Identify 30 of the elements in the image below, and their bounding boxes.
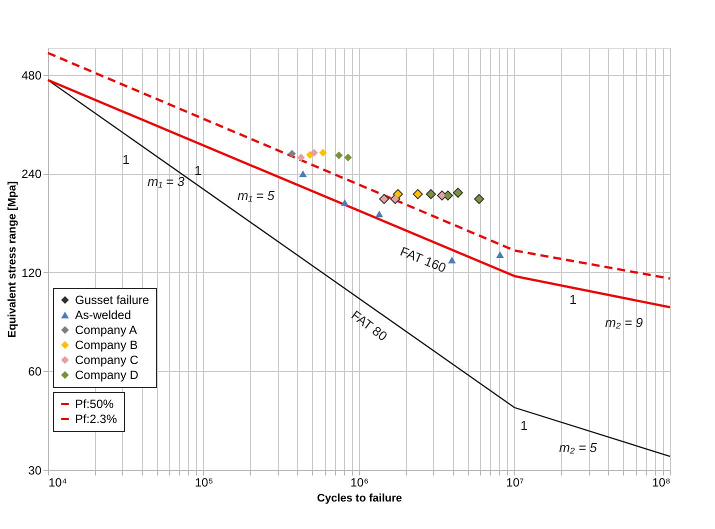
annotation: m₂ = 9 (605, 315, 643, 330)
y-tick-label: 240 (21, 167, 42, 182)
x-tick-label: 10⁵ (194, 476, 214, 490)
x-tick-label: 10⁶ (350, 476, 369, 490)
y-axis-title: Equivalent stress range [Mpa] (6, 180, 18, 338)
annotation: 1 (194, 163, 202, 178)
y-tick-label: 30 (28, 464, 42, 478)
annotation: 1 (569, 292, 577, 307)
y-tick-label: 480 (21, 68, 42, 82)
y-tick-label: 120 (21, 266, 42, 280)
annotation: FAT 160 (398, 244, 448, 276)
y-tick-label: 60 (28, 364, 42, 379)
x-axis-title: Cycles to failure (317, 492, 402, 504)
x-tick-label: 10⁷ (506, 476, 524, 490)
legend-label: Company D (75, 368, 139, 382)
annotation: 1 (520, 418, 528, 433)
legend-label: Company B (75, 338, 138, 352)
legend-label: As-welded (75, 308, 132, 322)
annotation: m₁ = 5 (238, 188, 276, 203)
legend-label: Pf:2.3% (75, 412, 118, 426)
legend-label: Pf:50% (75, 397, 114, 411)
annotation: FAT 80 (348, 307, 390, 344)
legend-label: Gusset failure (75, 293, 150, 307)
annotation: m₂ = 5 (559, 440, 598, 455)
legend-label: Company C (75, 353, 139, 367)
annotation: m₁ = 3 (148, 174, 186, 189)
annotation: 1 (122, 152, 130, 167)
legend-label: Company A (75, 323, 138, 337)
x-tick-label: 10⁴ (48, 476, 68, 490)
x-tick-label: 10⁸ (652, 476, 670, 490)
